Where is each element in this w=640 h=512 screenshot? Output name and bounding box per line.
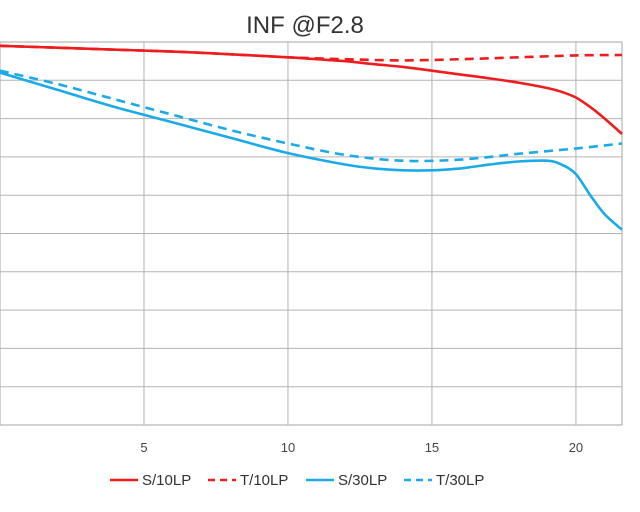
legend: S/10LP T/10LP S/30LP T/30LP: [110, 472, 484, 489]
grid: [0, 41, 623, 426]
x-tick-label: 10: [281, 440, 295, 455]
series-line-s-10lp: [0, 44, 623, 135]
x-axis-ticks: 5 10 15 20: [140, 440, 583, 455]
legend-label: S/10LP: [142, 472, 191, 489]
chart-title: INF @F2.8: [246, 12, 364, 39]
series-line-t-30lp: [0, 69, 623, 163]
x-tick-label: 5: [140, 440, 147, 455]
series-line-s-30lp: [0, 71, 623, 231]
series-line-t-10lp: [0, 44, 623, 62]
legend-label: T/30LP: [436, 472, 484, 489]
series-lines: [0, 44, 623, 231]
x-tick-label: 20: [569, 440, 583, 455]
legend-label: S/30LP: [338, 472, 387, 489]
x-tick-label: 15: [425, 440, 439, 455]
legend-label: T/10LP: [240, 472, 288, 489]
